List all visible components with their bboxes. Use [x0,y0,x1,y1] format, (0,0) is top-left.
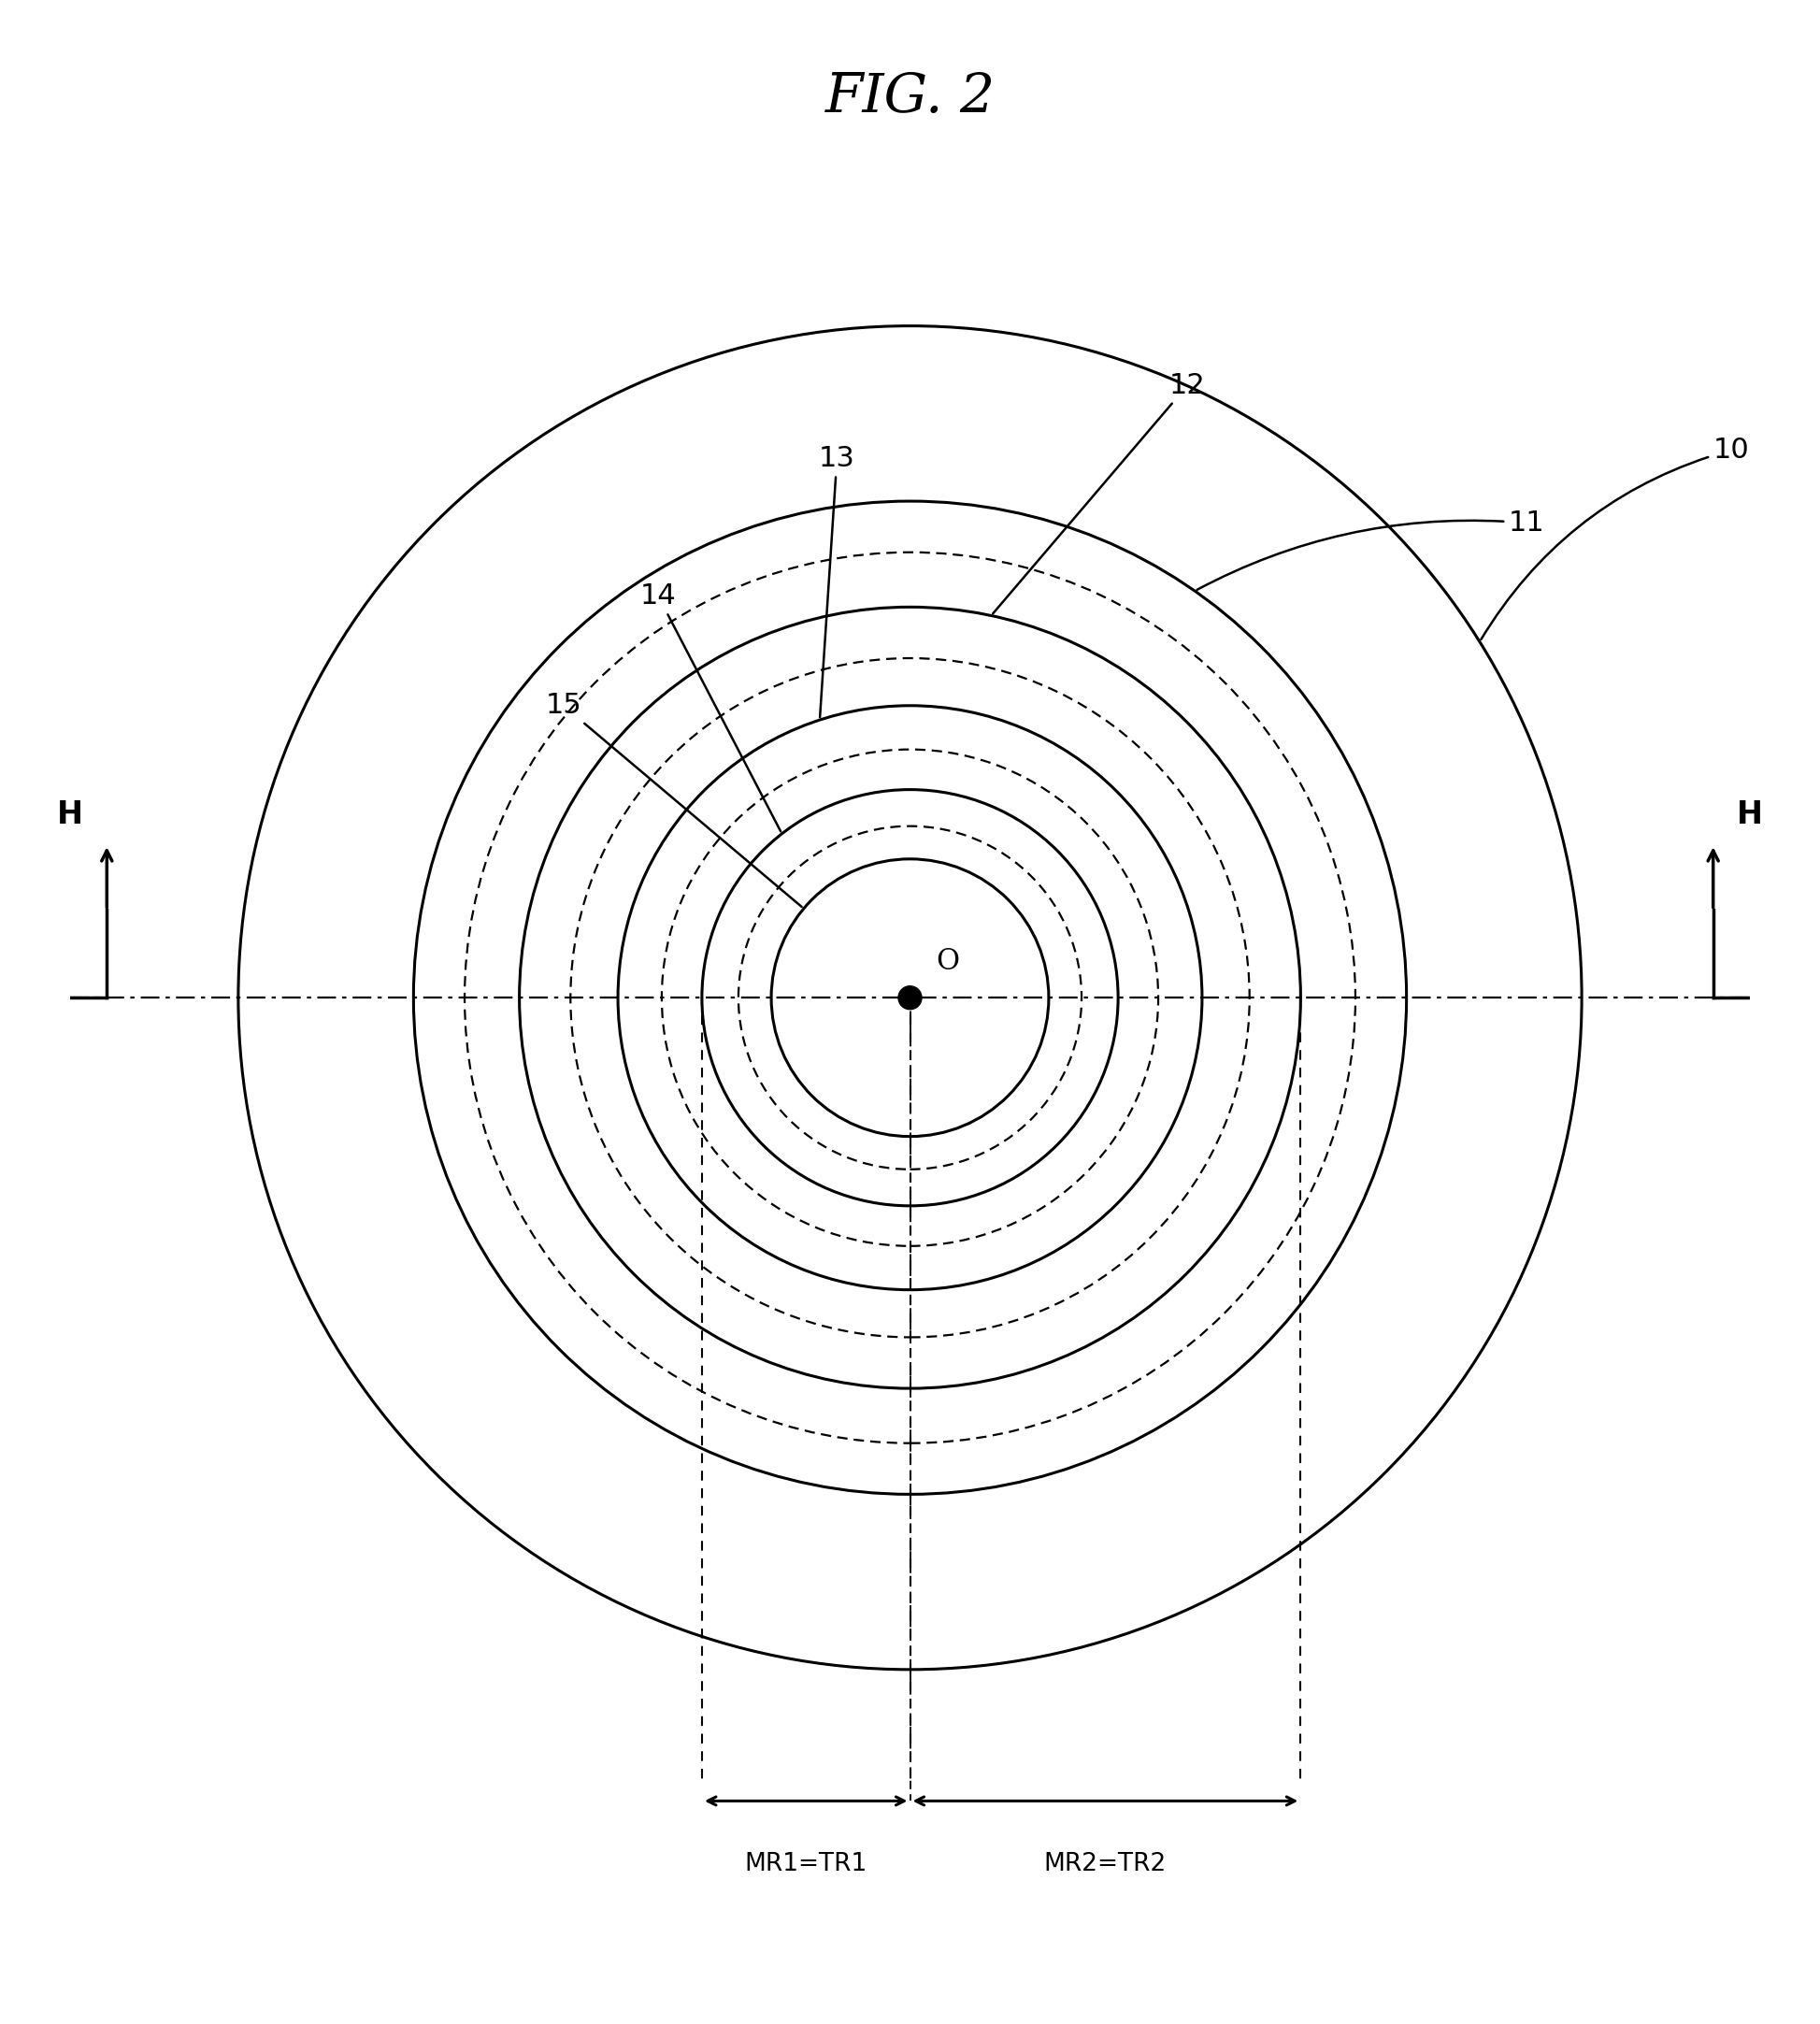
Text: MR2=TR2: MR2=TR2 [1045,1852,1167,1876]
Text: 11: 11 [1198,510,1545,589]
Text: FIG. 2: FIG. 2 [824,71,996,123]
Text: 10: 10 [1481,437,1749,640]
Text: 12: 12 [994,372,1205,613]
Text: 14: 14 [641,583,781,832]
Text: O: O [935,947,959,976]
Text: H: H [56,799,84,830]
Text: 15: 15 [546,692,803,907]
Text: MR1=TR1: MR1=TR1 [744,1852,868,1876]
Circle shape [899,986,921,1010]
Text: H: H [1736,799,1764,830]
Text: 13: 13 [819,445,855,716]
